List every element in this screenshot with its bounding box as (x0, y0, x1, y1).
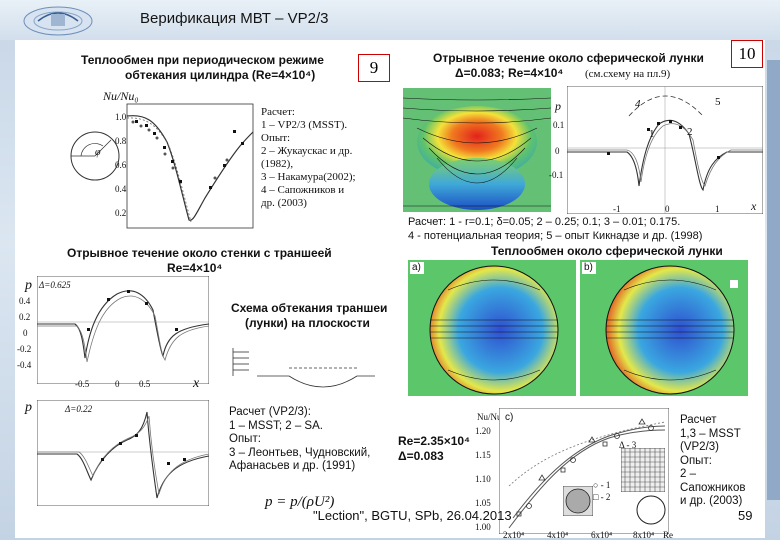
dimple-x-label: x (751, 199, 757, 213)
dimple-pressure-field (403, 88, 551, 212)
trench-scheme-title-line2: (лунки) на плоскости (245, 316, 370, 330)
dimple-xtick-0: -1 (613, 204, 621, 214)
trench-plot-2 (37, 400, 209, 506)
cylinder-title-line2: обтекания цилиндра (Re=4×10⁴) (125, 68, 316, 82)
heat-ytick-3: 1.05 (475, 498, 491, 508)
dimple-curve-label-1: 1 (649, 128, 655, 140)
trench-p-label-2: p (25, 400, 32, 415)
trench-scheme-sketch (232, 348, 375, 388)
trench-xtick-2: 0.5 (139, 379, 151, 389)
trench-plot-1 (37, 276, 209, 384)
heat-params-line1: Re=2.35×10⁴ (398, 434, 470, 448)
heat-xtick-0: 2x10⁴ (503, 530, 525, 538)
trench-legend: Расчет (VP2/3): 1 – MSST; 2 – SA. Опыт: … (229, 406, 371, 472)
university-logo (23, 6, 93, 36)
trench-ytick-1: 0.2 (19, 312, 31, 322)
dimple-title-note: (см.схему на пл.9) (585, 68, 671, 80)
dimple-calc-line2: 4 - потенциальная теория; 5 – опыт Кикна… (408, 230, 703, 242)
heat-x-label: Re (663, 530, 673, 538)
heat-ytick-4: 1.00 (475, 522, 491, 532)
trench-plot1-tag: Δ=0.625 (39, 280, 71, 290)
panel-badge-10: 10 (731, 40, 763, 68)
cylinder-ytick-4: 0.2 (115, 208, 127, 218)
heat-map-a-tag: a) (412, 262, 421, 273)
slide-title: Верификация МВТ – VP2/3 (140, 10, 329, 27)
dimple-xtick-1: 0 (665, 204, 670, 214)
cylinder-angle-label: φ (95, 147, 101, 158)
heat-series-label-1: ○ - 1 (593, 480, 611, 490)
heat-ytick-0: 1.20 (475, 426, 491, 436)
trench-p-label-1: p (25, 278, 32, 293)
trench-ytick-2: 0 (23, 328, 28, 338)
trench-ytick-4: -0.4 (17, 360, 32, 370)
trench-x-label: x (193, 376, 200, 391)
dimple-pressure-plot (567, 86, 763, 214)
heat-map-b (580, 260, 748, 396)
panel-badge-9: 9 (358, 54, 390, 82)
trench-ytick-0: 0.4 (19, 296, 31, 306)
cylinder-ytick-1: 0.8 (115, 136, 127, 146)
dimple-ytick-3: 0 (555, 146, 560, 156)
dimple-curve-label-4: 4 (635, 98, 641, 110)
cylinder-ytick-3: 0.4 (115, 184, 127, 194)
dimple-curve-label-2: 2 (687, 126, 693, 138)
cylinder-title-line1: Теплообмен при периодическом режиме (81, 53, 324, 67)
heat-xtick-1: 4x10⁴ (547, 530, 569, 538)
heat-dimple-title: Теплообмен около сферической лунки (491, 244, 723, 258)
heat-map-a (408, 260, 576, 396)
trench-xtick-0: -0.5 (75, 379, 90, 389)
trench-xtick-1: 0 (115, 379, 120, 389)
heat-dimple-mesh-icon (563, 486, 593, 516)
cylinder-ytick-0: 1.0 (115, 112, 127, 122)
cylinder-y-label: Nu/Nu₀ (103, 89, 139, 103)
heat-y-label: Nu/Nu₀ (477, 412, 505, 422)
heat-series-label-2: □ - 2 (593, 492, 611, 502)
cylinder-ytick-2: 0.6 (115, 160, 127, 170)
dimple-xtick-2: 1 (715, 204, 720, 214)
trench-formula: p = p/(ρU²) (265, 494, 335, 510)
dimple-ytick-1: 0.1 (553, 120, 565, 130)
heat-mesh-icon (621, 448, 665, 492)
trench-title-line1: Отрывное течение около стенки с траншеей (67, 246, 332, 260)
heat-ytick-1: 1.15 (475, 450, 491, 460)
dimple-ytick-5: -0.1 (549, 170, 564, 180)
figure-sheet: Теплообмен при периодическом режиме обте… (15, 40, 765, 538)
page-number: 59 (738, 508, 753, 523)
trench-title-line2: Re=4×10⁴ (167, 261, 223, 275)
heat-legend: Расчет 1,3 – MSST (VP2/3) Опыт: 2 – Сапо… (680, 414, 746, 507)
trench-scheme-title-line1: Схема обтекания траншеи (231, 301, 388, 315)
trench-ytick-3: -0.2 (17, 344, 32, 354)
dimple-title-line1: Отрывное течение около сферической лунки (433, 51, 704, 65)
heat-xtick-2: 6x10⁴ (591, 530, 613, 538)
dimple-p-label: p (555, 99, 561, 113)
cylinder-nu-plot (126, 103, 254, 229)
heat-plot-tag: c) (505, 412, 514, 423)
slide-side-strip (767, 60, 780, 500)
heat-map-b-tag: b) (584, 262, 593, 273)
dimple-title-line2: Δ=0.083; Re=4×10⁴ (455, 66, 564, 80)
heat-series-label-3: Δ - 3 (619, 440, 637, 450)
trench-plot2-tag: Δ=0.22 (65, 404, 93, 414)
heat-params-line2: Δ=0.083 (398, 449, 444, 463)
dimple-calc-line1: Расчет: 1 - r=0.1; δ=0.05; 2 – 0.25; 0.1… (408, 216, 681, 228)
slide-footer: "Lection", BGTU, SPb, 26.04.2013 (313, 508, 512, 523)
cylinder-legend: Расчет: 1 – VP2/3 (MSST). Опыт: 2 – Жука… (261, 106, 356, 209)
heat-xtick-3: 8x10⁴ (633, 530, 655, 538)
heat-ytick-2: 1.10 (475, 474, 491, 484)
heat-dimple-outline-icon (636, 495, 666, 525)
slide-banner (0, 0, 780, 40)
dimple-curve-label-5: 5 (715, 96, 721, 108)
cylinder-sketch (70, 131, 120, 181)
